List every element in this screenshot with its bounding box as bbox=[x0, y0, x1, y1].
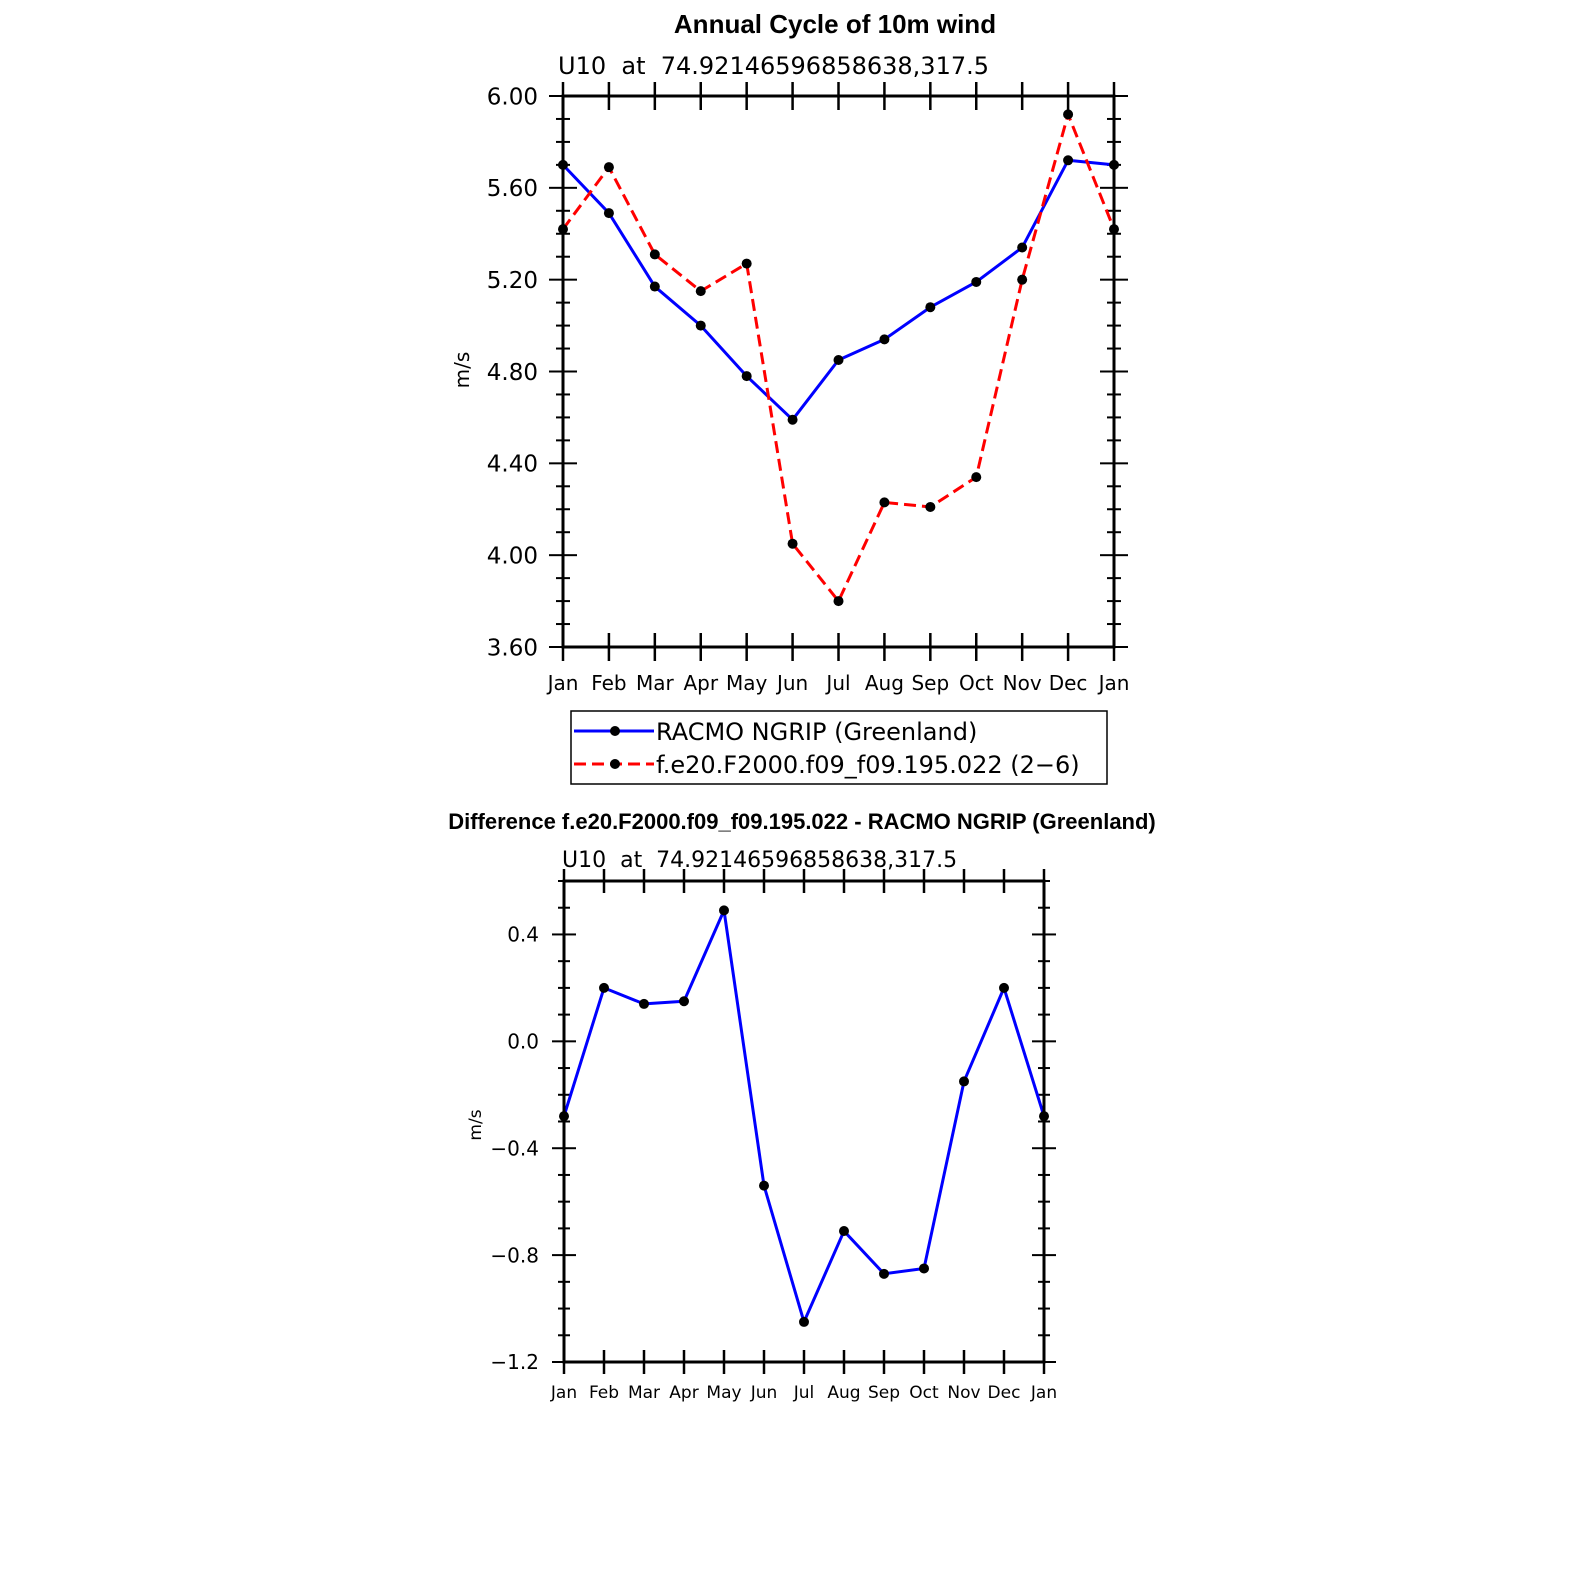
plot-frame bbox=[561, 94, 1116, 649]
y-axis-label: m/s bbox=[450, 352, 474, 389]
x-tick-label: Apr bbox=[669, 1383, 698, 1403]
data-point bbox=[759, 1180, 769, 1191]
chart-title: Difference f.e20.F2000.f09_f09.195.022 -… bbox=[448, 809, 1156, 834]
chart-title: Annual Cycle of 10m wind bbox=[674, 9, 996, 39]
y-tick-label: 0.4 bbox=[507, 923, 539, 947]
data-point bbox=[695, 320, 706, 331]
data-point bbox=[719, 905, 729, 916]
y-axis-label: m/s bbox=[466, 1109, 486, 1140]
x-tick-label: Mar bbox=[628, 1383, 660, 1403]
chart-subtitle: U10 at 74.92146596858638,317.5 bbox=[562, 848, 957, 873]
y-tick-label: 5.60 bbox=[487, 176, 538, 202]
legend-marker-racmo bbox=[610, 726, 620, 736]
series-line-0 bbox=[562, 908, 1046, 1324]
x-tick-label: Jul bbox=[824, 671, 850, 695]
data-point bbox=[599, 982, 609, 993]
y-tick-label: 4.00 bbox=[487, 543, 538, 569]
legend-box bbox=[570, 710, 1108, 785]
data-point bbox=[799, 1316, 809, 1327]
y-tick-label: 0.0 bbox=[507, 1030, 539, 1054]
x-tick-label: Apr bbox=[683, 671, 718, 695]
data-point bbox=[679, 996, 689, 1007]
x-tick-label: Jan bbox=[550, 1383, 577, 1403]
annual-cycle-chart: Annual Cycle of 10m wind U10 at 74.92146… bbox=[450, 9, 1130, 785]
data-point bbox=[971, 276, 982, 287]
x-tick-label: Nov bbox=[1003, 671, 1042, 695]
x-tick-label: Mar bbox=[636, 671, 675, 695]
data-point bbox=[639, 998, 649, 1009]
x-tick-label: May bbox=[726, 671, 768, 695]
y-tick-label: 4.40 bbox=[487, 452, 538, 478]
x-tick-label: Sep bbox=[911, 671, 949, 695]
legend-label-racmo: RACMO NGRIP (Greenland) bbox=[656, 718, 977, 746]
y-tick-label: −1.2 bbox=[490, 1350, 539, 1374]
data-point bbox=[959, 1076, 969, 1087]
y-tick-label: 5.20 bbox=[487, 268, 538, 294]
data-point bbox=[839, 1226, 849, 1237]
legend-item-model: f.e20.F2000.f09_f09.195.022 (2−6) bbox=[574, 751, 1080, 779]
x-tick-label: Jun bbox=[775, 671, 808, 695]
y-tick-label: 4.80 bbox=[487, 360, 538, 386]
x-tick-label: Jun bbox=[750, 1383, 778, 1403]
legend-marker-model bbox=[610, 759, 620, 769]
x-tick-label: Jan bbox=[546, 671, 579, 695]
data-point bbox=[787, 538, 798, 549]
chart-subtitle: U10 at 74.92146596858638,317.5 bbox=[558, 52, 989, 80]
x-tick-label: May bbox=[706, 1383, 741, 1403]
difference-chart: Difference f.e20.F2000.f09_f09.195.022 -… bbox=[448, 809, 1156, 1403]
x-tick-label: Aug bbox=[827, 1383, 860, 1403]
legend-label-model: f.e20.F2000.f09_f09.195.022 (2−6) bbox=[656, 751, 1080, 779]
data-point bbox=[787, 414, 798, 425]
x-tick-label: Dec bbox=[988, 1383, 1021, 1403]
data-point bbox=[919, 1263, 929, 1274]
data-point bbox=[741, 371, 752, 382]
data-point bbox=[1017, 274, 1028, 285]
data-point bbox=[999, 982, 1009, 993]
data-point bbox=[925, 501, 936, 512]
data-point bbox=[833, 596, 844, 607]
data-point bbox=[695, 286, 706, 297]
data-point bbox=[603, 162, 614, 173]
data-point bbox=[1063, 155, 1074, 166]
legend-item-racmo: RACMO NGRIP (Greenland) bbox=[574, 718, 977, 746]
x-tick-label: Oct bbox=[959, 671, 994, 695]
legend: RACMO NGRIP (Greenland) f.e20.F2000.f09_… bbox=[570, 710, 1108, 785]
data-point bbox=[971, 472, 982, 483]
data-point bbox=[879, 497, 890, 508]
x-tick-label: Jul bbox=[793, 1383, 815, 1403]
data-point bbox=[649, 281, 660, 292]
y-tick-label: −0.4 bbox=[490, 1136, 539, 1160]
y-tick-label: −0.8 bbox=[490, 1243, 539, 1267]
data-point bbox=[603, 208, 614, 219]
x-tick-label: Nov bbox=[947, 1383, 980, 1403]
series-line-0 bbox=[561, 158, 1115, 422]
x-tick-label: Dec bbox=[1049, 671, 1088, 695]
data-point bbox=[649, 249, 660, 260]
data-point bbox=[741, 258, 752, 269]
x-tick-label: Jan bbox=[1030, 1383, 1057, 1403]
plot-frame bbox=[562, 879, 1046, 1364]
x-tick-label: Aug bbox=[865, 671, 904, 695]
y-tick-label: 3.60 bbox=[487, 635, 538, 661]
y-tick-label: 6.00 bbox=[487, 84, 538, 110]
data-point bbox=[1063, 109, 1074, 120]
data-point bbox=[1017, 242, 1028, 253]
x-tick-label: Feb bbox=[589, 1383, 619, 1403]
x-tick-label: Oct bbox=[909, 1383, 939, 1403]
data-point bbox=[879, 1268, 889, 1279]
x-tick-label: Sep bbox=[868, 1383, 900, 1403]
x-tick-label: Feb bbox=[591, 671, 626, 695]
data-point bbox=[879, 334, 890, 345]
data-point bbox=[925, 302, 936, 313]
x-tick-label: Jan bbox=[1097, 671, 1130, 695]
data-point bbox=[833, 355, 844, 366]
